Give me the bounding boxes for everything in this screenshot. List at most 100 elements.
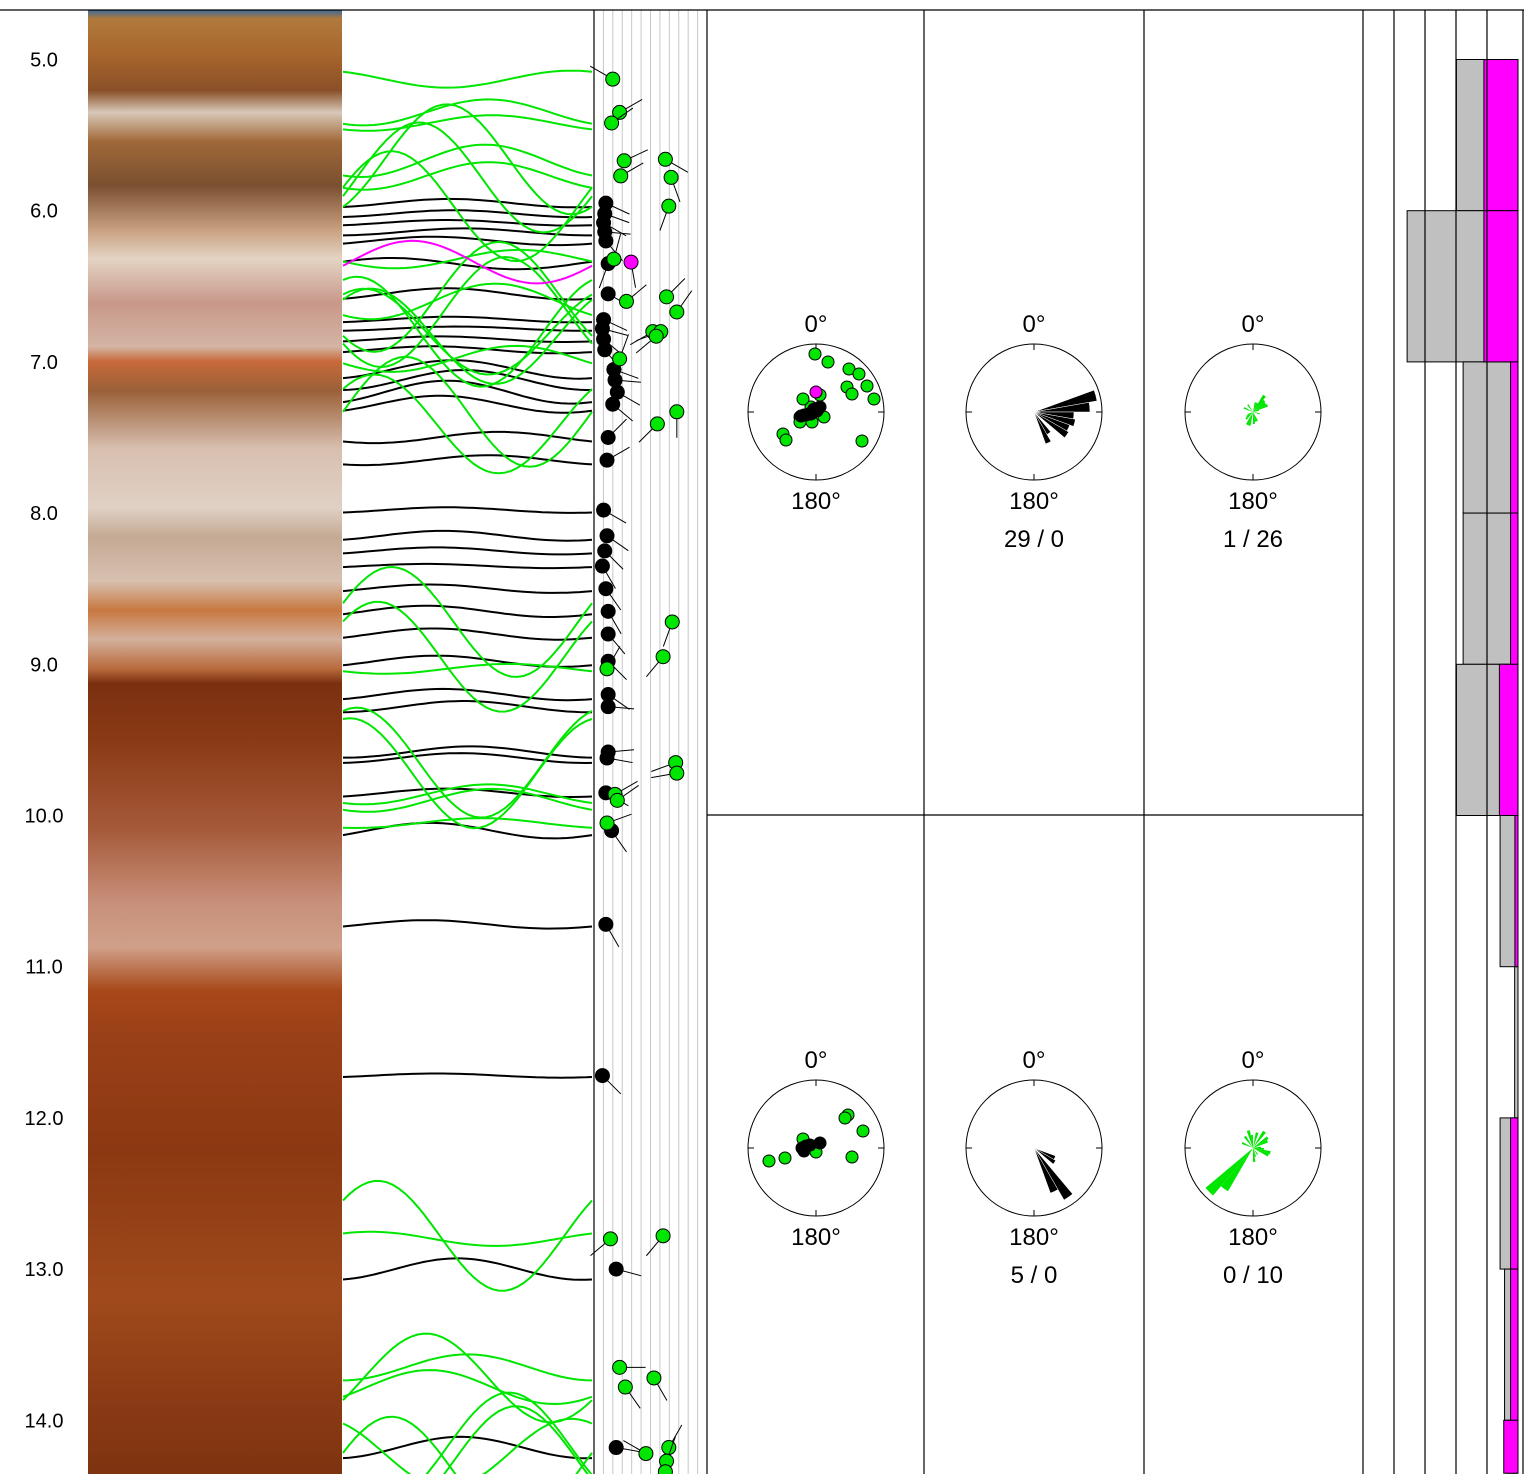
depth-tick-label: 9.0 xyxy=(30,654,58,676)
rose-petal xyxy=(1253,412,1257,422)
tadpole-black xyxy=(608,1261,624,1277)
rose-petal xyxy=(1253,412,1260,415)
sinusoid-green xyxy=(342,817,593,830)
rose-petal xyxy=(1033,389,1098,413)
rose-petal xyxy=(1033,402,1091,413)
tadpole-green xyxy=(669,765,685,781)
sinusoid-green xyxy=(342,662,593,675)
sinusoid-green xyxy=(342,161,593,191)
rose-petal xyxy=(1246,412,1253,426)
histogram-bar-gray xyxy=(1462,361,1519,514)
depth-tick-label: 11.0 xyxy=(25,957,62,979)
rose-petal xyxy=(1033,411,1052,445)
tadpole-gridlines xyxy=(602,10,699,1474)
histogram-bar-magenta xyxy=(1510,1117,1519,1270)
tadpole-green xyxy=(612,351,628,367)
rose-petal xyxy=(1253,1148,1257,1157)
histogram-bar-magenta xyxy=(1510,512,1519,665)
sinusoid-green xyxy=(342,287,593,376)
sinusoid-black xyxy=(342,627,593,641)
tadpole-green xyxy=(646,1370,662,1386)
rose-petal xyxy=(1247,412,1253,415)
rose-petal xyxy=(1033,1147,1057,1165)
rose-lower: 0° 180° 5 / 0 xyxy=(965,1047,1103,1289)
pole-point-green xyxy=(838,1111,852,1125)
sinusoid-green xyxy=(342,98,593,127)
tadpole-green xyxy=(655,649,671,665)
south-label: 180° xyxy=(1228,488,1278,515)
tadpole-green xyxy=(657,151,673,167)
sinusoid-black xyxy=(342,506,593,514)
tadpole-black xyxy=(605,396,621,412)
sinusoid-black xyxy=(342,1435,593,1460)
rose-petal xyxy=(1205,1148,1253,1196)
rose-petal xyxy=(1253,1140,1268,1148)
sinusoid-green xyxy=(342,103,593,216)
tadpole-green xyxy=(612,1359,628,1375)
sinusoid-green xyxy=(342,373,593,475)
stereonet-rose-panels: 0° 180° 0° 180° 29 / 0 0° 180° 1 / 26 0° 180° 0° 18… xyxy=(747,311,1322,1289)
rose-upper: 0° 180° 29 / 0 xyxy=(965,311,1103,553)
south-label: 180° xyxy=(791,1224,841,1251)
sinusoid-green xyxy=(342,783,593,806)
depth-tick-label: 14.0 xyxy=(25,1410,64,1432)
tadpole-black xyxy=(600,603,616,619)
sinusoid-black xyxy=(342,787,593,798)
pole-point-green xyxy=(778,1151,792,1165)
rose-petal xyxy=(1241,1142,1253,1148)
pole-point-black xyxy=(813,400,827,414)
south-label: 180° xyxy=(1009,488,1059,515)
rose-petal xyxy=(1253,412,1256,424)
pole-point-black xyxy=(797,1144,811,1158)
north-label: 0° xyxy=(1242,311,1265,338)
sinusoid-black xyxy=(342,583,593,594)
sinusoid-black xyxy=(342,1257,593,1281)
depth-tick-label: 7.0 xyxy=(30,352,58,374)
south-label: 180° xyxy=(1009,1224,1059,1251)
tadpole-green xyxy=(609,792,625,808)
sinusoid-black xyxy=(342,197,593,209)
sinusoid-green xyxy=(342,282,593,321)
pole-point-green xyxy=(855,434,869,448)
sinusoid-black xyxy=(342,546,593,556)
stereonet-upper: 0° 180° xyxy=(747,311,885,515)
sinusoid-black xyxy=(342,562,593,570)
histogram-bar-magenta xyxy=(1503,1419,1519,1474)
sinusoid-black xyxy=(342,919,593,930)
tadpole-green xyxy=(616,153,632,169)
pole-point-green xyxy=(852,367,866,381)
sinusoid-traces xyxy=(342,69,593,1474)
sinusoid-green xyxy=(342,275,593,388)
count-label: 29 / 0 xyxy=(1004,526,1064,553)
rose-petal xyxy=(1253,412,1258,422)
histogram-bar-magenta xyxy=(1483,210,1519,363)
tadpole-green xyxy=(648,328,664,344)
rose-petal xyxy=(1243,407,1253,412)
sinusoid-black xyxy=(342,345,593,355)
histogram-bar-magenta xyxy=(1483,59,1519,212)
rose-petal xyxy=(1253,394,1266,412)
tadpole-black xyxy=(608,1440,624,1456)
rose-petal xyxy=(1253,1148,1264,1150)
rose-petal xyxy=(1253,1148,1269,1157)
rose-petal xyxy=(1253,402,1266,412)
density-histogram xyxy=(1406,59,1519,1474)
tadpole-black xyxy=(599,452,615,468)
tadpole-black xyxy=(594,1068,610,1084)
sinusoid-green xyxy=(342,69,593,89)
tadpole-green xyxy=(638,1446,654,1462)
sinusoid-black xyxy=(342,335,593,343)
core-image-column xyxy=(88,10,342,1474)
sinusoid-black xyxy=(342,209,593,219)
histogram-bar-gray xyxy=(1462,512,1519,665)
tadpole-black xyxy=(600,430,616,445)
tadpole-green xyxy=(649,416,665,432)
histogram-bar-magenta xyxy=(1498,663,1519,816)
pole-point-green xyxy=(779,433,793,447)
tadpole-green xyxy=(659,289,675,305)
sinusoid-green xyxy=(342,600,593,713)
rose-petal xyxy=(1244,1135,1253,1148)
rose-petal xyxy=(1253,1132,1259,1148)
north-label: 0° xyxy=(1023,1047,1046,1074)
